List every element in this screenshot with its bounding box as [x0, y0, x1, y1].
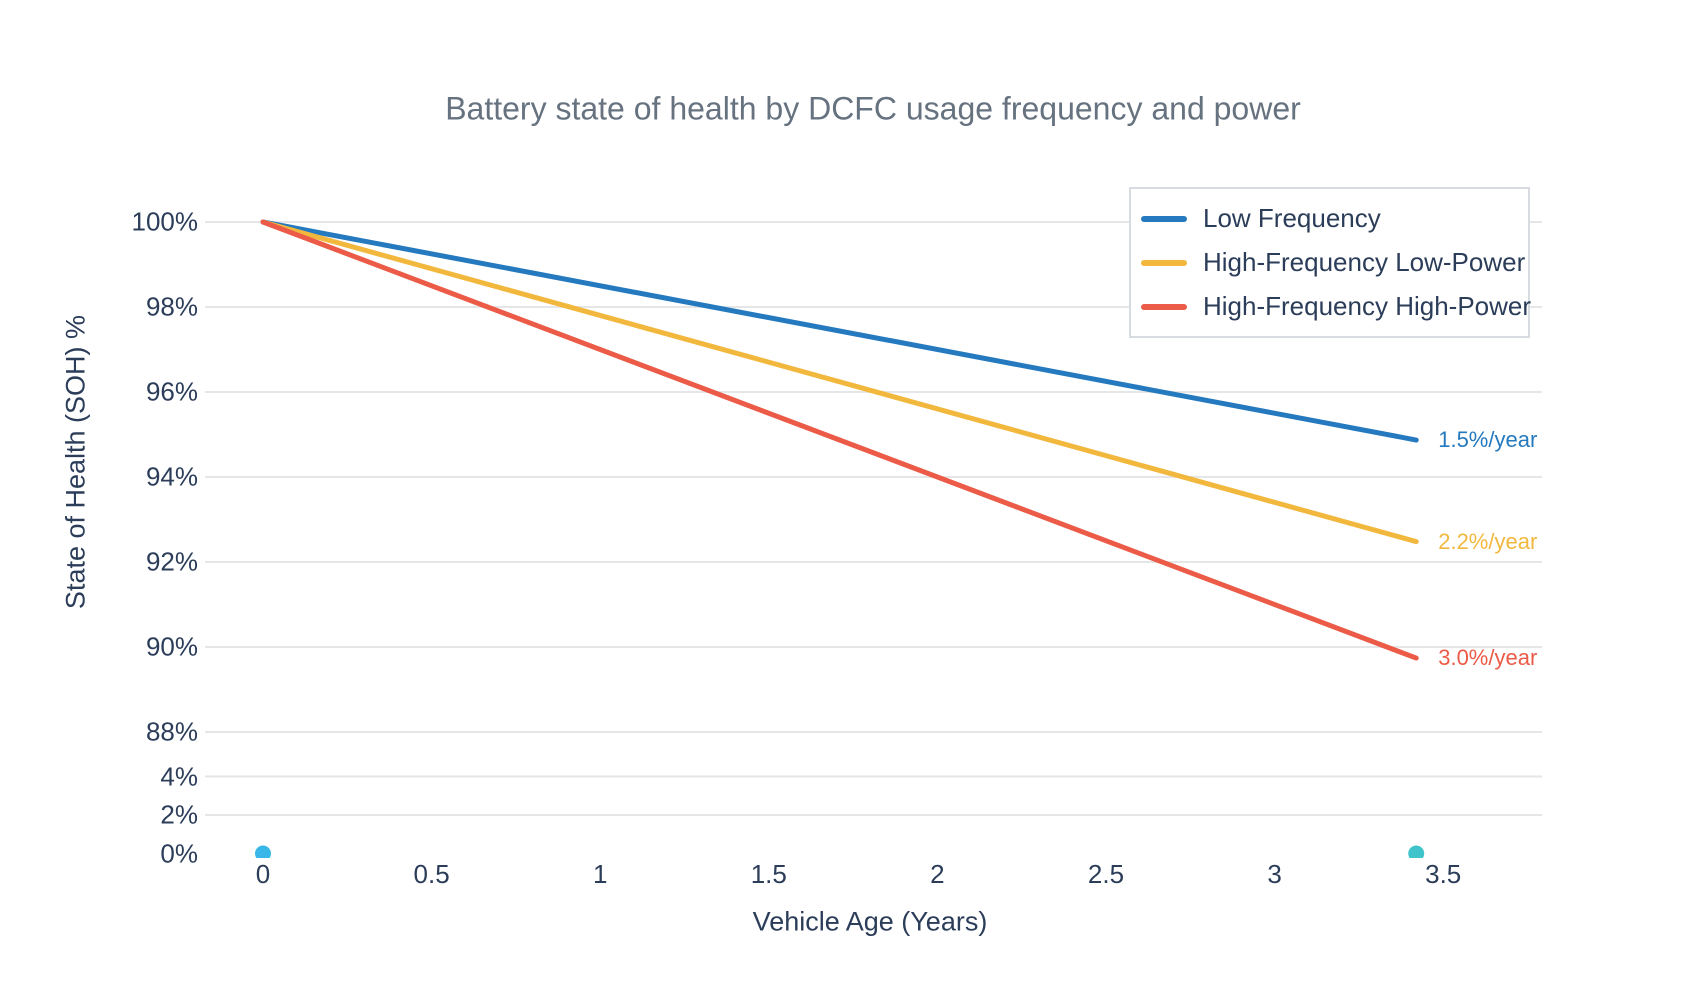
legend[interactable]: Low Frequency High-Frequency Low-Power Hig…	[1129, 187, 1532, 338]
x-axis-title: Vehicle Age (Years)	[752, 906, 988, 937]
y-tick-label: 2%	[160, 799, 198, 830]
y-tick-label: 94%	[145, 461, 198, 492]
legend-item[interactable]: Low Frequency	[1141, 197, 1528, 241]
legend-label: High-Frequency High-Power	[1203, 291, 1532, 321]
marker-dot[interactable]	[1408, 845, 1425, 862]
y-tick-label: 98%	[145, 291, 198, 322]
y-tick-label: 96%	[145, 376, 198, 407]
y-tick-label: 100%	[131, 206, 199, 237]
legend-label: Low Frequency	[1203, 203, 1381, 233]
chart-title: Battery state of health by DCFC usage fr…	[445, 90, 1301, 127]
series-line[interactable]	[260, 219, 1419, 661]
gridlines	[205, 221, 1542, 816]
degradation-rate-annotation: 3.0%/year	[1438, 645, 1538, 671]
x-tick-label: 0	[255, 859, 271, 889]
series-line[interactable]	[260, 219, 1419, 545]
degradation-rate-annotation: 1.5%/year	[1438, 427, 1538, 453]
x-tick-label: 2.5	[1087, 859, 1125, 889]
x-tick-label: 1	[592, 859, 608, 889]
legend-item[interactable]: High-Frequency Low-Power	[1141, 241, 1528, 285]
y-tick-label: 90%	[145, 631, 198, 662]
marker-dot[interactable]	[255, 845, 271, 862]
legend-line-swatch	[1141, 215, 1187, 222]
legend-line-swatch	[1141, 259, 1187, 266]
legend-line-swatch	[1141, 303, 1187, 310]
series-line[interactable]	[260, 219, 1419, 443]
y-tick-label: 4%	[160, 761, 198, 791]
y-tick-label: 92%	[145, 546, 198, 577]
x-tick-label: 3.5	[1425, 859, 1462, 889]
markers	[255, 845, 1425, 862]
legend-label: High-Frequency Low-Power	[1203, 247, 1526, 277]
y-axis-title: State of Health (SOH) %	[60, 314, 91, 610]
x-tick-label: 0.5	[413, 859, 450, 889]
y-tick-label: 0%	[160, 838, 198, 868]
series-lines	[260, 219, 1419, 661]
degradation-rate-annotation: 2.2%/year	[1438, 528, 1538, 554]
y-tick-label: 88%	[145, 716, 198, 747]
x-tick-label: 3	[1267, 859, 1282, 889]
x-tick-label: 2	[930, 859, 945, 889]
x-tick-label: 1.5	[750, 859, 787, 889]
legend-item[interactable]: High-Frequency High-Power	[1141, 285, 1532, 329]
